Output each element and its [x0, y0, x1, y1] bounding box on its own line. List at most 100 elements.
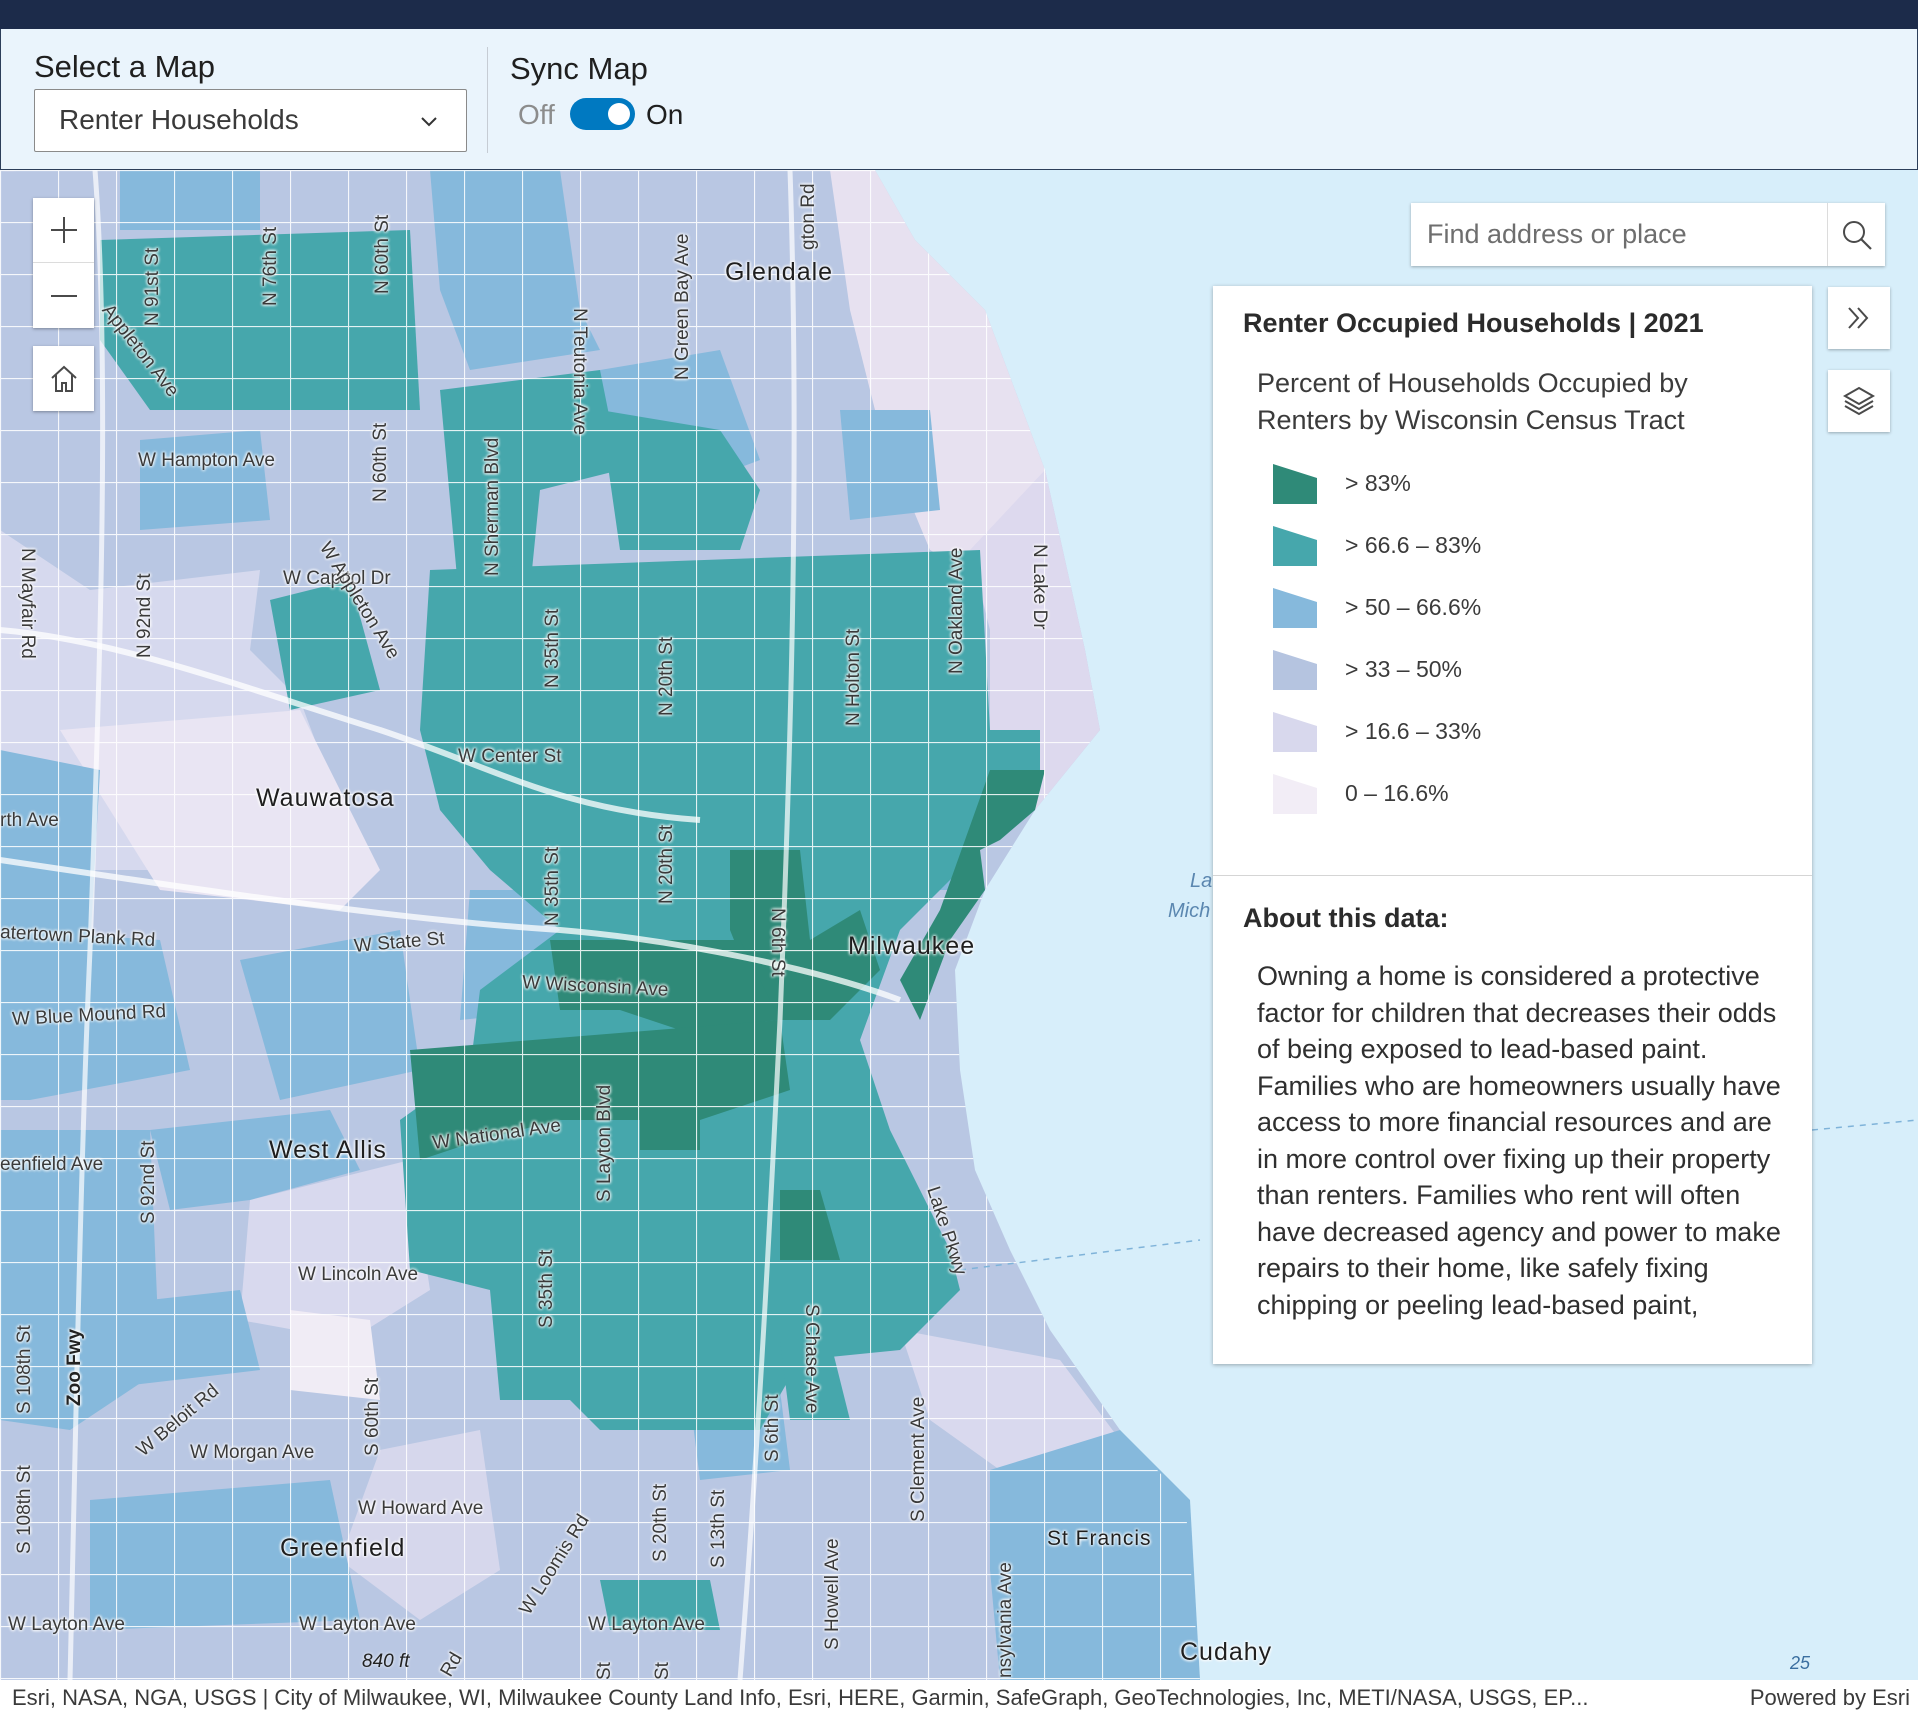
- place-label-milwaukee: Milwaukee: [848, 932, 976, 960]
- tract-boundaries: [0, 170, 1200, 1680]
- select-map-label: Select a Map: [34, 49, 215, 84]
- search-button[interactable]: [1827, 203, 1885, 266]
- street-label: S Howell Ave: [822, 1538, 843, 1650]
- legend-swatch: [1273, 588, 1317, 628]
- sync-map-toggle[interactable]: [570, 98, 635, 130]
- toggle-on-label: On: [646, 99, 684, 130]
- legend-label: > 83%: [1345, 470, 1411, 496]
- chevron-down-icon: [421, 117, 437, 127]
- street-label: N Oakland Ave: [946, 547, 967, 674]
- street-label: W Center St: [458, 746, 562, 767]
- street-label: N 20th St: [656, 824, 677, 904]
- place-label-west-allis: West Allis: [269, 1136, 387, 1164]
- layers-button[interactable]: [1828, 370, 1890, 432]
- powered-by-esri[interactable]: Powered by Esri: [1749, 1685, 1910, 1710]
- map-view[interactable]: Glendale Wauwatosa Milwaukee West Allis …: [0, 170, 1918, 1680]
- street-label: S Layton Blvd: [594, 1084, 615, 1202]
- about-title: About this data:: [1243, 903, 1449, 933]
- search-icon: [1842, 220, 1872, 250]
- street-label: S 92nd St: [138, 1140, 159, 1224]
- plus-icon: [50, 217, 77, 243]
- double-chevron-right-icon: [1848, 307, 1869, 329]
- place-label-greenfield: Greenfield: [280, 1534, 406, 1562]
- street-label: S Chase Ave: [801, 1304, 822, 1414]
- street-label: N Holton St: [843, 628, 864, 726]
- legend-divider: [1213, 875, 1812, 876]
- place-label-wauwatosa: Wauwatosa: [256, 784, 395, 812]
- street-label: S 35th St: [536, 1249, 557, 1328]
- choropleth-map: [0, 170, 1918, 1680]
- sync-map-label: Sync Map: [510, 51, 648, 86]
- highway: [0, 857, 902, 1003]
- legend-title: Renter Occupied Households | 2021: [1243, 308, 1704, 338]
- legend-subtitle: Percent of Households Occupied by Renter…: [1257, 368, 1688, 435]
- street-label: S 108th St: [14, 1465, 35, 1554]
- street-label: S 6th St: [762, 1394, 783, 1462]
- street-label: W Morgan Ave: [190, 1442, 315, 1463]
- street-label: N Green Bay Ave: [672, 233, 693, 380]
- legend-swatch: [1273, 650, 1317, 690]
- street-label: St: [594, 1662, 615, 1680]
- legend-label: 0 – 16.6%: [1345, 780, 1449, 806]
- street-label: N Sherman Blvd: [482, 437, 503, 576]
- home-icon: [50, 365, 77, 392]
- street-label: S 60th St: [362, 1377, 383, 1456]
- search-input[interactable]: [1411, 203, 1827, 266]
- map-toolbar: Select a Map Renter Households Sync Map …: [0, 29, 1918, 170]
- app-header-strip: [0, 0, 1918, 29]
- place-label-st-francis: St Francis: [1047, 1527, 1152, 1550]
- home-button[interactable]: [33, 346, 94, 411]
- street-label: N Teutonia Ave: [569, 308, 590, 436]
- legend-swatch: [1273, 526, 1317, 566]
- zoom-in-button[interactable]: [33, 198, 94, 263]
- street-label: N Lake Dr: [1029, 544, 1050, 630]
- street-label: N 20th St: [656, 636, 677, 716]
- street-label: W Howard Ave: [358, 1498, 484, 1519]
- street-label: rth Ave: [0, 810, 59, 831]
- attribution-bar: Esri, NASA, NGA, USGS | City of Milwauke…: [0, 1680, 1918, 1714]
- water-boundary: [1811, 1119, 1918, 1131]
- street-label: W Layton Ave: [8, 1614, 125, 1635]
- legend-swatch: [1273, 774, 1317, 814]
- street-label: gton Rd: [798, 183, 819, 250]
- street-label: W Layton Ave: [299, 1614, 416, 1635]
- map-select-dropdown[interactable]: Renter Households: [34, 89, 467, 152]
- water-label-lake: La: [1190, 870, 1213, 892]
- highway: [67, 170, 106, 1680]
- street-label: W Layton Ave: [588, 1614, 705, 1635]
- legend-label: > 33 – 50%: [1345, 656, 1463, 682]
- street-label: St: [652, 1662, 673, 1680]
- street-label: N 76th St: [260, 226, 281, 306]
- street-label: N Mayfair Rd: [17, 548, 38, 659]
- street-label: S 108th St: [14, 1325, 35, 1414]
- street-label: S 20th St: [650, 1483, 671, 1562]
- street-label: W Hampton Ave: [138, 450, 275, 471]
- highway: [0, 627, 701, 823]
- street-label: W Capitol Dr: [283, 568, 391, 589]
- scale-bar-label: 840 ft: [362, 1651, 410, 1672]
- attribution-text[interactable]: Esri, NASA, NGA, USGS | City of Milwauke…: [12, 1685, 1589, 1710]
- search-widget: [1411, 203, 1885, 266]
- toolbar-divider: [487, 47, 488, 153]
- legend-panel: Renter Occupied Households | 2021 Percen…: [1213, 286, 1812, 1364]
- street-label: N 35th St: [542, 608, 563, 688]
- legend-label: > 66.6 – 83%: [1345, 532, 1482, 558]
- street-label: eenfield Ave: [0, 1154, 104, 1175]
- minus-icon: [50, 294, 77, 297]
- legend-swatch: [1273, 712, 1317, 752]
- street-label: W Lincoln Ave: [298, 1264, 419, 1285]
- street-label: N 60th St: [372, 214, 393, 294]
- legend-swatch: [1273, 464, 1317, 504]
- zoom-out-button[interactable]: [33, 263, 94, 328]
- highway: [737, 170, 797, 1680]
- place-label-glendale: Glendale: [725, 258, 834, 286]
- street-label: N 6th St: [767, 908, 788, 977]
- toggle-off-label: Off: [518, 99, 555, 130]
- place-label-cudahy: Cudahy: [1180, 1638, 1273, 1666]
- street-label: N 35th St: [542, 846, 563, 926]
- expand-panel-button[interactable]: [1828, 287, 1890, 349]
- street-label: Zoo Fwy: [64, 1328, 85, 1406]
- street-label: S 13th St: [708, 1489, 729, 1568]
- legend-label: > 50 – 66.6%: [1345, 594, 1482, 620]
- street-label: N 91st St: [142, 247, 163, 326]
